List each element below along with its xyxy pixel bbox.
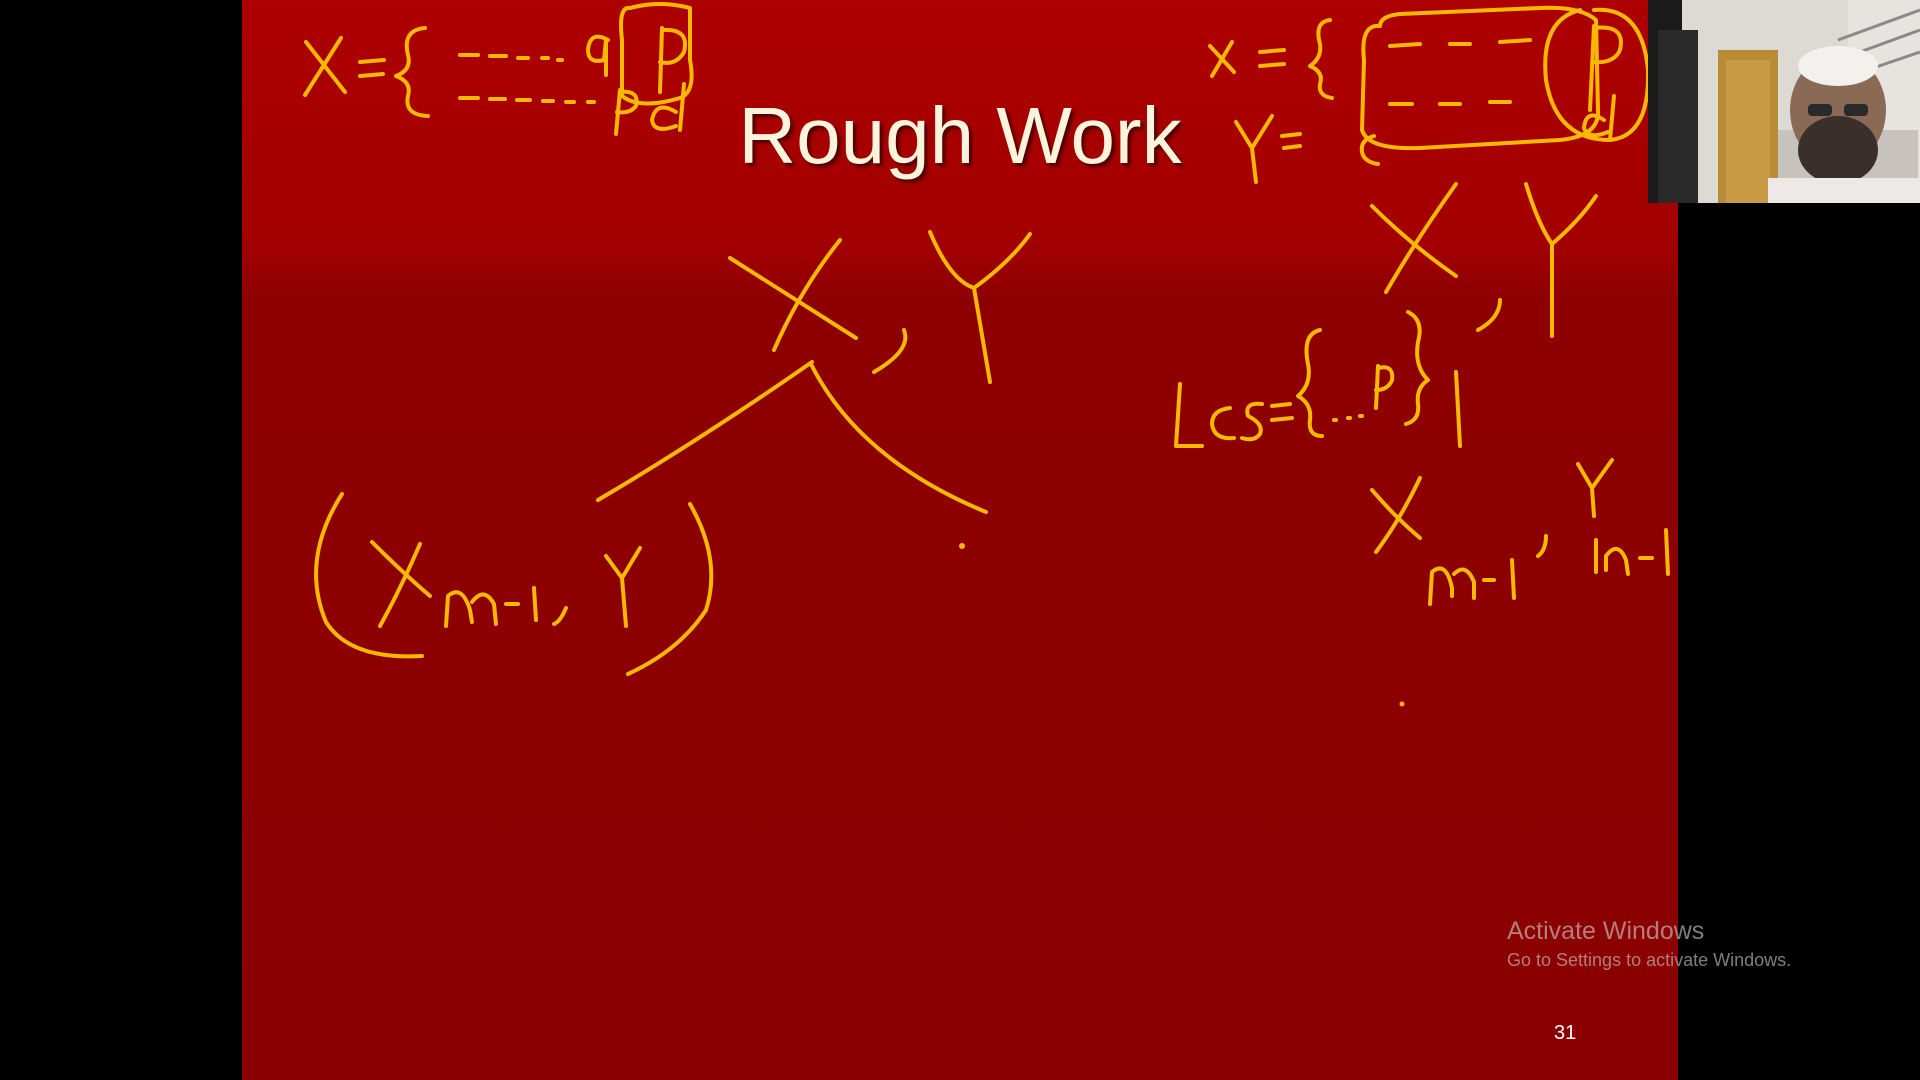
ink-dashes-3: [1388, 38, 1532, 106]
ink-s: [1240, 401, 1264, 442]
ink-paren-open: [314, 492, 424, 659]
ink-y-sub: [604, 546, 642, 628]
presenter-video-icon: [1648, 0, 1920, 203]
ink-x-right: [1370, 182, 1458, 294]
ink-bar-lcs: [1454, 370, 1462, 448]
activate-windows-watermark: Activate Windows Go to Settings to activ…: [1507, 915, 1791, 973]
ink-equals-1: [358, 58, 386, 78]
ink-box-big: [1360, 5, 1601, 151]
ink-brace-1: [394, 26, 430, 118]
ink-brace-2: [1308, 18, 1334, 100]
ink-p-3: [1588, 24, 1623, 112]
ink-p-1: [658, 26, 687, 94]
activate-windows-title: Activate Windows: [1507, 917, 1705, 945]
ink-comma-sub: [552, 606, 568, 626]
ink-p-box: [619, 2, 694, 106]
ink-d-1: [650, 82, 686, 132]
ink-branch-left: [596, 360, 814, 502]
ink-comma-right: [1476, 298, 1502, 332]
ink-equals-4: [1270, 402, 1294, 422]
ink-l: [1174, 382, 1204, 448]
ink-x-center: [728, 238, 858, 352]
webcam-thumbnail: [1648, 0, 1920, 203]
ink-n-right-2: [1594, 538, 1630, 576]
ink-equals-3: [1280, 132, 1302, 150]
ink-y-upper-right: [1234, 114, 1274, 184]
ink-x-right-2: [1370, 476, 1422, 554]
ink-x-sub: [370, 540, 432, 628]
ink-comma-right-2: [1536, 534, 1548, 558]
ink-y-right: [1524, 182, 1598, 338]
ink-one-sub: [532, 586, 538, 622]
ink-paren-close: [626, 502, 714, 676]
ink-dot-2: [1399, 701, 1405, 707]
ink-dots-lcs: [1332, 414, 1364, 422]
ink-brace-close-lcs: [1404, 310, 1430, 426]
ink-m-sub: [444, 590, 498, 628]
ink-y-center: [928, 230, 1032, 384]
ink-m-right-2: [1428, 566, 1476, 606]
ink-p-2: [614, 88, 639, 136]
ink-dashes-1: [458, 53, 564, 62]
ink-c: [1210, 406, 1236, 441]
ink-comma-center: [872, 328, 908, 374]
ink-dashes-2: [458, 96, 596, 104]
slide-number: 31: [1554, 1022, 1577, 1044]
activate-windows-subtitle: Go to Settings to activate Windows.: [1507, 950, 1792, 970]
ink-q: [586, 34, 610, 77]
ink-brace-4: [1296, 328, 1324, 438]
ink-x-upper-right: [1208, 40, 1236, 78]
ink-one-right-3: [1664, 528, 1670, 576]
ink-d-2: [1582, 94, 1616, 142]
ink-dot-1: [959, 543, 965, 549]
ink-y-right-2: [1576, 458, 1614, 518]
ink-one-right-2: [1510, 558, 1516, 600]
ink-x-upper-left: [303, 36, 347, 97]
ink-brace-3: [1359, 134, 1380, 166]
ink-p-lcs: [1374, 364, 1395, 410]
ink-equals-2: [1258, 48, 1286, 68]
ink-branch-right: [810, 364, 988, 514]
